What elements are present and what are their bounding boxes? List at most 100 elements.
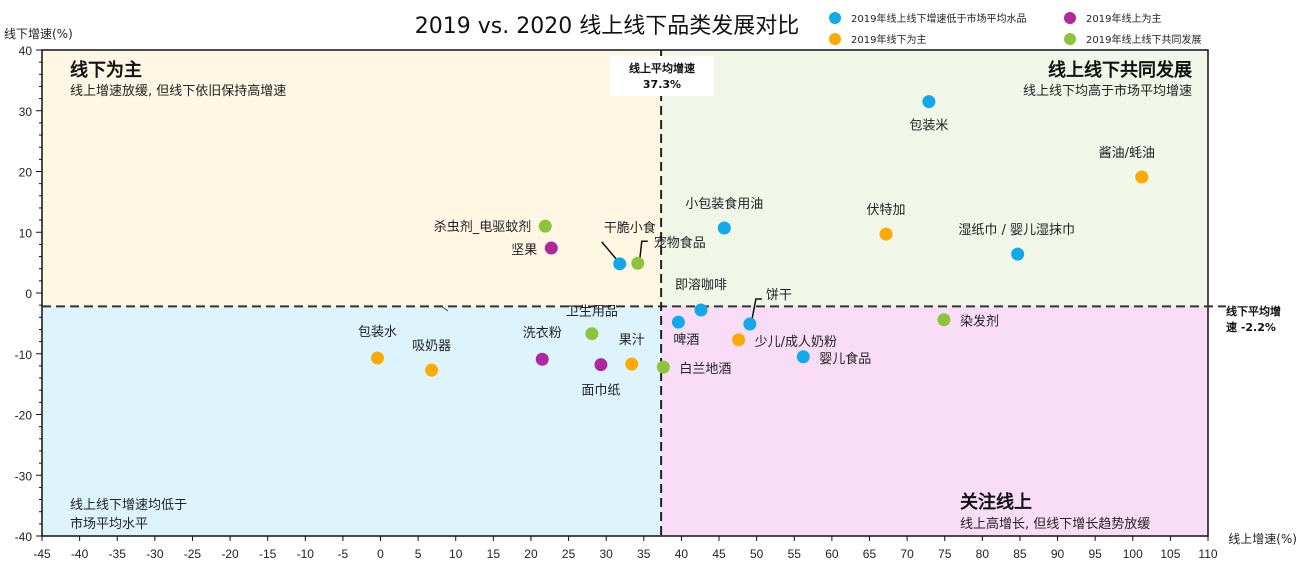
legend-marker [1064,12,1076,24]
data-point-label: 染发剂 [960,314,999,330]
legend-label: 2019年线下为主 [851,33,926,46]
quadrant-bottom-right [661,306,1208,536]
data-point-label: 伏特加 [867,203,906,218]
x-tick-label: -10 [297,547,315,561]
x-tick-label: 40 [675,547,689,561]
data-point-label: 少儿/成人奶粉 [755,335,837,350]
data-point [879,227,893,241]
data-point [594,358,608,372]
data-point [656,360,670,374]
data-point [613,257,627,271]
data-point-label: 小包装食用油 [685,196,763,212]
x-tick-label: 25 [562,547,576,561]
data-point [631,256,645,270]
quadrant-title-top-left: 线下为主 [70,59,142,81]
data-point [671,315,685,329]
x-tick-label: -30 [146,547,164,561]
offline-average-label-value: 速 -2.2% [1226,320,1276,334]
x-tick-label: -40 [71,547,89,561]
x-tick-label: -25 [184,547,202,561]
data-point-label: 包装米 [909,119,948,134]
y-tick-label: 30 [19,105,33,119]
x-tick-label: 85 [1013,547,1027,561]
quadrant-top-right [661,50,1208,307]
x-tick-label: 55 [788,547,802,561]
x-tick-label: 45 [712,547,726,561]
data-point [585,327,599,341]
x-tick-label: 35 [637,547,651,561]
x-tick-label: -45 [33,547,51,561]
leader-line [751,298,762,321]
y-tick-label: -10 [15,348,33,362]
data-point [1135,170,1149,184]
quadrant-subtitle-top-left: 线上增速放缓, 但线下依旧保持高增速 [70,83,286,99]
x-tick-label: 30 [600,547,614,561]
x-tick-label: 65 [863,547,877,561]
legend-marker [1064,33,1076,45]
y-axis-label: 线下增速(%) [4,27,73,41]
data-point [544,241,558,255]
quadrant-subtitle2-bottom-left: 市场平均水平 [70,516,148,532]
y-tick-label: 10 [19,226,33,240]
data-point [732,333,746,347]
data-point [538,219,552,233]
x-tick-label: -20 [221,547,239,561]
online-average-label-value: 37.3% [643,78,681,91]
x-tick-label: 105 [1160,547,1180,561]
online-average-label-box [610,56,714,96]
x-tick-label: 60 [825,547,839,561]
online-average-label-title: 线上平均增速 [629,61,695,75]
data-point [694,303,708,317]
x-tick-label: 15 [487,547,501,561]
x-tick-label: -35 [109,547,127,561]
data-point [937,313,951,327]
data-point-label: 即溶咖啡 [675,278,727,293]
legend-marker [829,12,841,24]
data-point-label: 干脆小食 [604,220,656,236]
x-tick-label: -5 [338,547,349,561]
x-tick-label: 5 [415,547,422,561]
quadrant-title-top-right: 线上线下共同发展 [1048,59,1193,81]
data-point [425,363,439,377]
x-tick-label: 50 [750,547,764,561]
x-tick-label: 90 [1051,547,1065,561]
y-tick-label: -20 [15,409,33,423]
quadrant-bottom-left [42,306,662,536]
y-tick-label: -40 [15,530,33,544]
quadrant-subtitle-top-right: 线上线下均高于市场平均增速 [1023,83,1192,99]
data-point-label: 婴儿食品 [819,351,871,367]
quadrant-subtitle-bottom-right: 线上高增长, 但线下增长趋势放缓 [960,516,1150,532]
x-tick-label: -15 [259,547,277,561]
data-point [371,351,385,365]
data-point [1011,247,1025,261]
data-point-label: 果汁 [619,333,645,348]
data-point-label: 白兰地酒 [679,361,731,377]
offline-average-label-title: 线下平均增 [1226,304,1281,318]
x-tick-label: 20 [524,547,538,561]
x-tick-label: 80 [976,547,990,561]
legend-marker [829,33,841,45]
data-point-label: 坚果 [511,243,537,258]
y-tick-label: -30 [15,469,33,483]
x-tick-label: 110 [1198,547,1217,561]
data-point-label: 宠物食品 [654,235,706,251]
x-tick-label: 95 [1088,547,1102,561]
chart-title: 2019 vs. 2020 线上线下品类发展对比 [415,14,799,39]
quadrant-top-left [42,50,662,307]
x-tick-label: 100 [1123,547,1143,561]
data-point [717,221,731,235]
legend-label: 2019年线上线下增速低于市场平均水品 [851,12,1026,25]
data-point-label: 包装水 [358,325,397,340]
y-tick-label: 0 [25,287,32,301]
quadrant-subtitle-bottom-left: 线上线下增速均低于 [70,498,187,513]
data-point [535,352,549,366]
legend-label: 2019年线上线下共同发展 [1086,33,1201,46]
stray-leader-mark [440,305,449,312]
data-point [625,357,639,371]
x-axis-label: 线上增速(%) [1228,532,1297,546]
data-point-label: 湿纸巾 / 婴儿湿抹巾 [958,223,1075,238]
data-point-label: 饼干 [766,288,792,303]
y-tick-label: 40 [19,44,33,58]
x-tick-label: 70 [900,547,914,561]
